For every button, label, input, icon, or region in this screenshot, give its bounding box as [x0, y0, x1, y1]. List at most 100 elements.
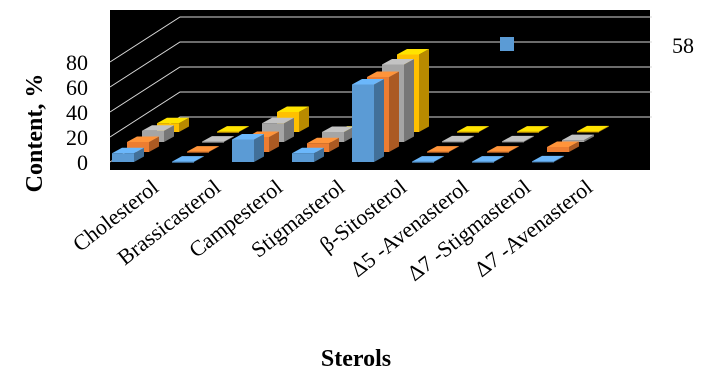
bar-side	[479, 126, 489, 132]
bar-side	[494, 156, 504, 162]
bar-side	[224, 136, 234, 142]
bar-side	[584, 134, 594, 142]
bar	[172, 156, 204, 163]
bar-top	[502, 135, 534, 142]
bar	[322, 126, 354, 142]
bar	[217, 126, 249, 133]
bar-side	[434, 156, 444, 162]
bar-front	[292, 153, 314, 162]
bar	[547, 141, 579, 152]
bar	[142, 125, 174, 142]
gridline	[109, 66, 652, 113]
bar-top	[352, 79, 384, 85]
y-axis-title: Content, %	[22, 74, 48, 193]
bar-front	[562, 140, 584, 142]
category-labels: CholesterolBrassicasterolCampesterolStig…	[68, 174, 597, 286]
y-tick-label: 0	[77, 150, 88, 175]
bar-side	[329, 137, 339, 152]
bar	[307, 137, 339, 152]
y-tick-label: 40	[66, 100, 88, 125]
bar-front	[232, 139, 254, 162]
bar-front	[487, 151, 509, 153]
bar-front	[352, 84, 374, 162]
bar-side	[554, 155, 564, 162]
bar-side	[284, 117, 294, 142]
bar-side	[194, 156, 204, 162]
gridline	[109, 16, 652, 63]
bar-front	[577, 131, 599, 133]
bar-front	[472, 161, 494, 163]
x-axis-title: Sterols	[321, 346, 391, 372]
bar-side	[314, 147, 324, 162]
bar-front	[412, 161, 434, 163]
bar-front	[127, 142, 149, 152]
bars	[112, 49, 609, 163]
bar-front	[457, 131, 479, 133]
bar-front	[142, 130, 164, 142]
y-tick-label: 80	[66, 50, 88, 75]
bar-side	[389, 71, 399, 152]
bar-top	[202, 136, 234, 142]
bar-top	[442, 135, 474, 142]
bar-front	[172, 161, 194, 163]
bar	[532, 155, 564, 163]
bar-front	[187, 151, 209, 153]
bar-side	[524, 135, 534, 142]
bar	[502, 135, 534, 143]
bar	[127, 136, 159, 152]
bar-top	[577, 125, 609, 132]
bar-top	[262, 117, 294, 124]
bar-front	[217, 131, 239, 133]
bar-side	[509, 146, 519, 152]
bar	[412, 156, 444, 163]
bar-top	[217, 126, 249, 132]
bar	[202, 136, 234, 143]
bar-top	[487, 146, 519, 152]
bar-front	[112, 153, 134, 162]
bar	[292, 147, 324, 162]
bar-top	[157, 117, 189, 124]
bar	[472, 156, 504, 163]
bar	[427, 146, 459, 153]
bar-front	[532, 161, 554, 163]
bar-top	[472, 156, 504, 162]
bar	[517, 126, 549, 133]
bar-front	[202, 141, 224, 143]
bar-top	[457, 126, 489, 132]
bar-side	[269, 131, 279, 152]
bar-side	[179, 117, 189, 132]
bar	[442, 135, 474, 143]
bar-top	[427, 146, 459, 152]
bar-side	[239, 126, 249, 132]
bar-top	[307, 137, 339, 144]
bar-top	[172, 156, 204, 162]
bar-top	[412, 156, 444, 162]
bar-top	[562, 134, 594, 141]
bar-front	[427, 151, 449, 153]
bar	[112, 147, 144, 162]
bar-side	[569, 141, 579, 152]
bar-front	[307, 143, 329, 152]
bar-front	[322, 132, 344, 142]
bar	[232, 134, 264, 162]
bar-top	[532, 155, 564, 162]
y-tick-label: 20	[66, 125, 88, 150]
bar-top	[517, 126, 549, 132]
side-label: 58	[672, 33, 694, 58]
bar-front	[442, 141, 464, 143]
bar-side	[374, 79, 384, 162]
bar-side	[254, 134, 264, 162]
bar	[487, 146, 519, 153]
bar-side	[164, 125, 174, 142]
bar-side	[149, 136, 159, 152]
bar-side	[539, 126, 549, 132]
bar-side	[599, 125, 609, 132]
gridline	[109, 91, 652, 138]
y-tick-label: 60	[66, 75, 88, 100]
bar	[187, 146, 219, 153]
bar-top	[112, 147, 144, 154]
bar-side	[344, 126, 354, 142]
bar-top	[277, 106, 309, 112]
